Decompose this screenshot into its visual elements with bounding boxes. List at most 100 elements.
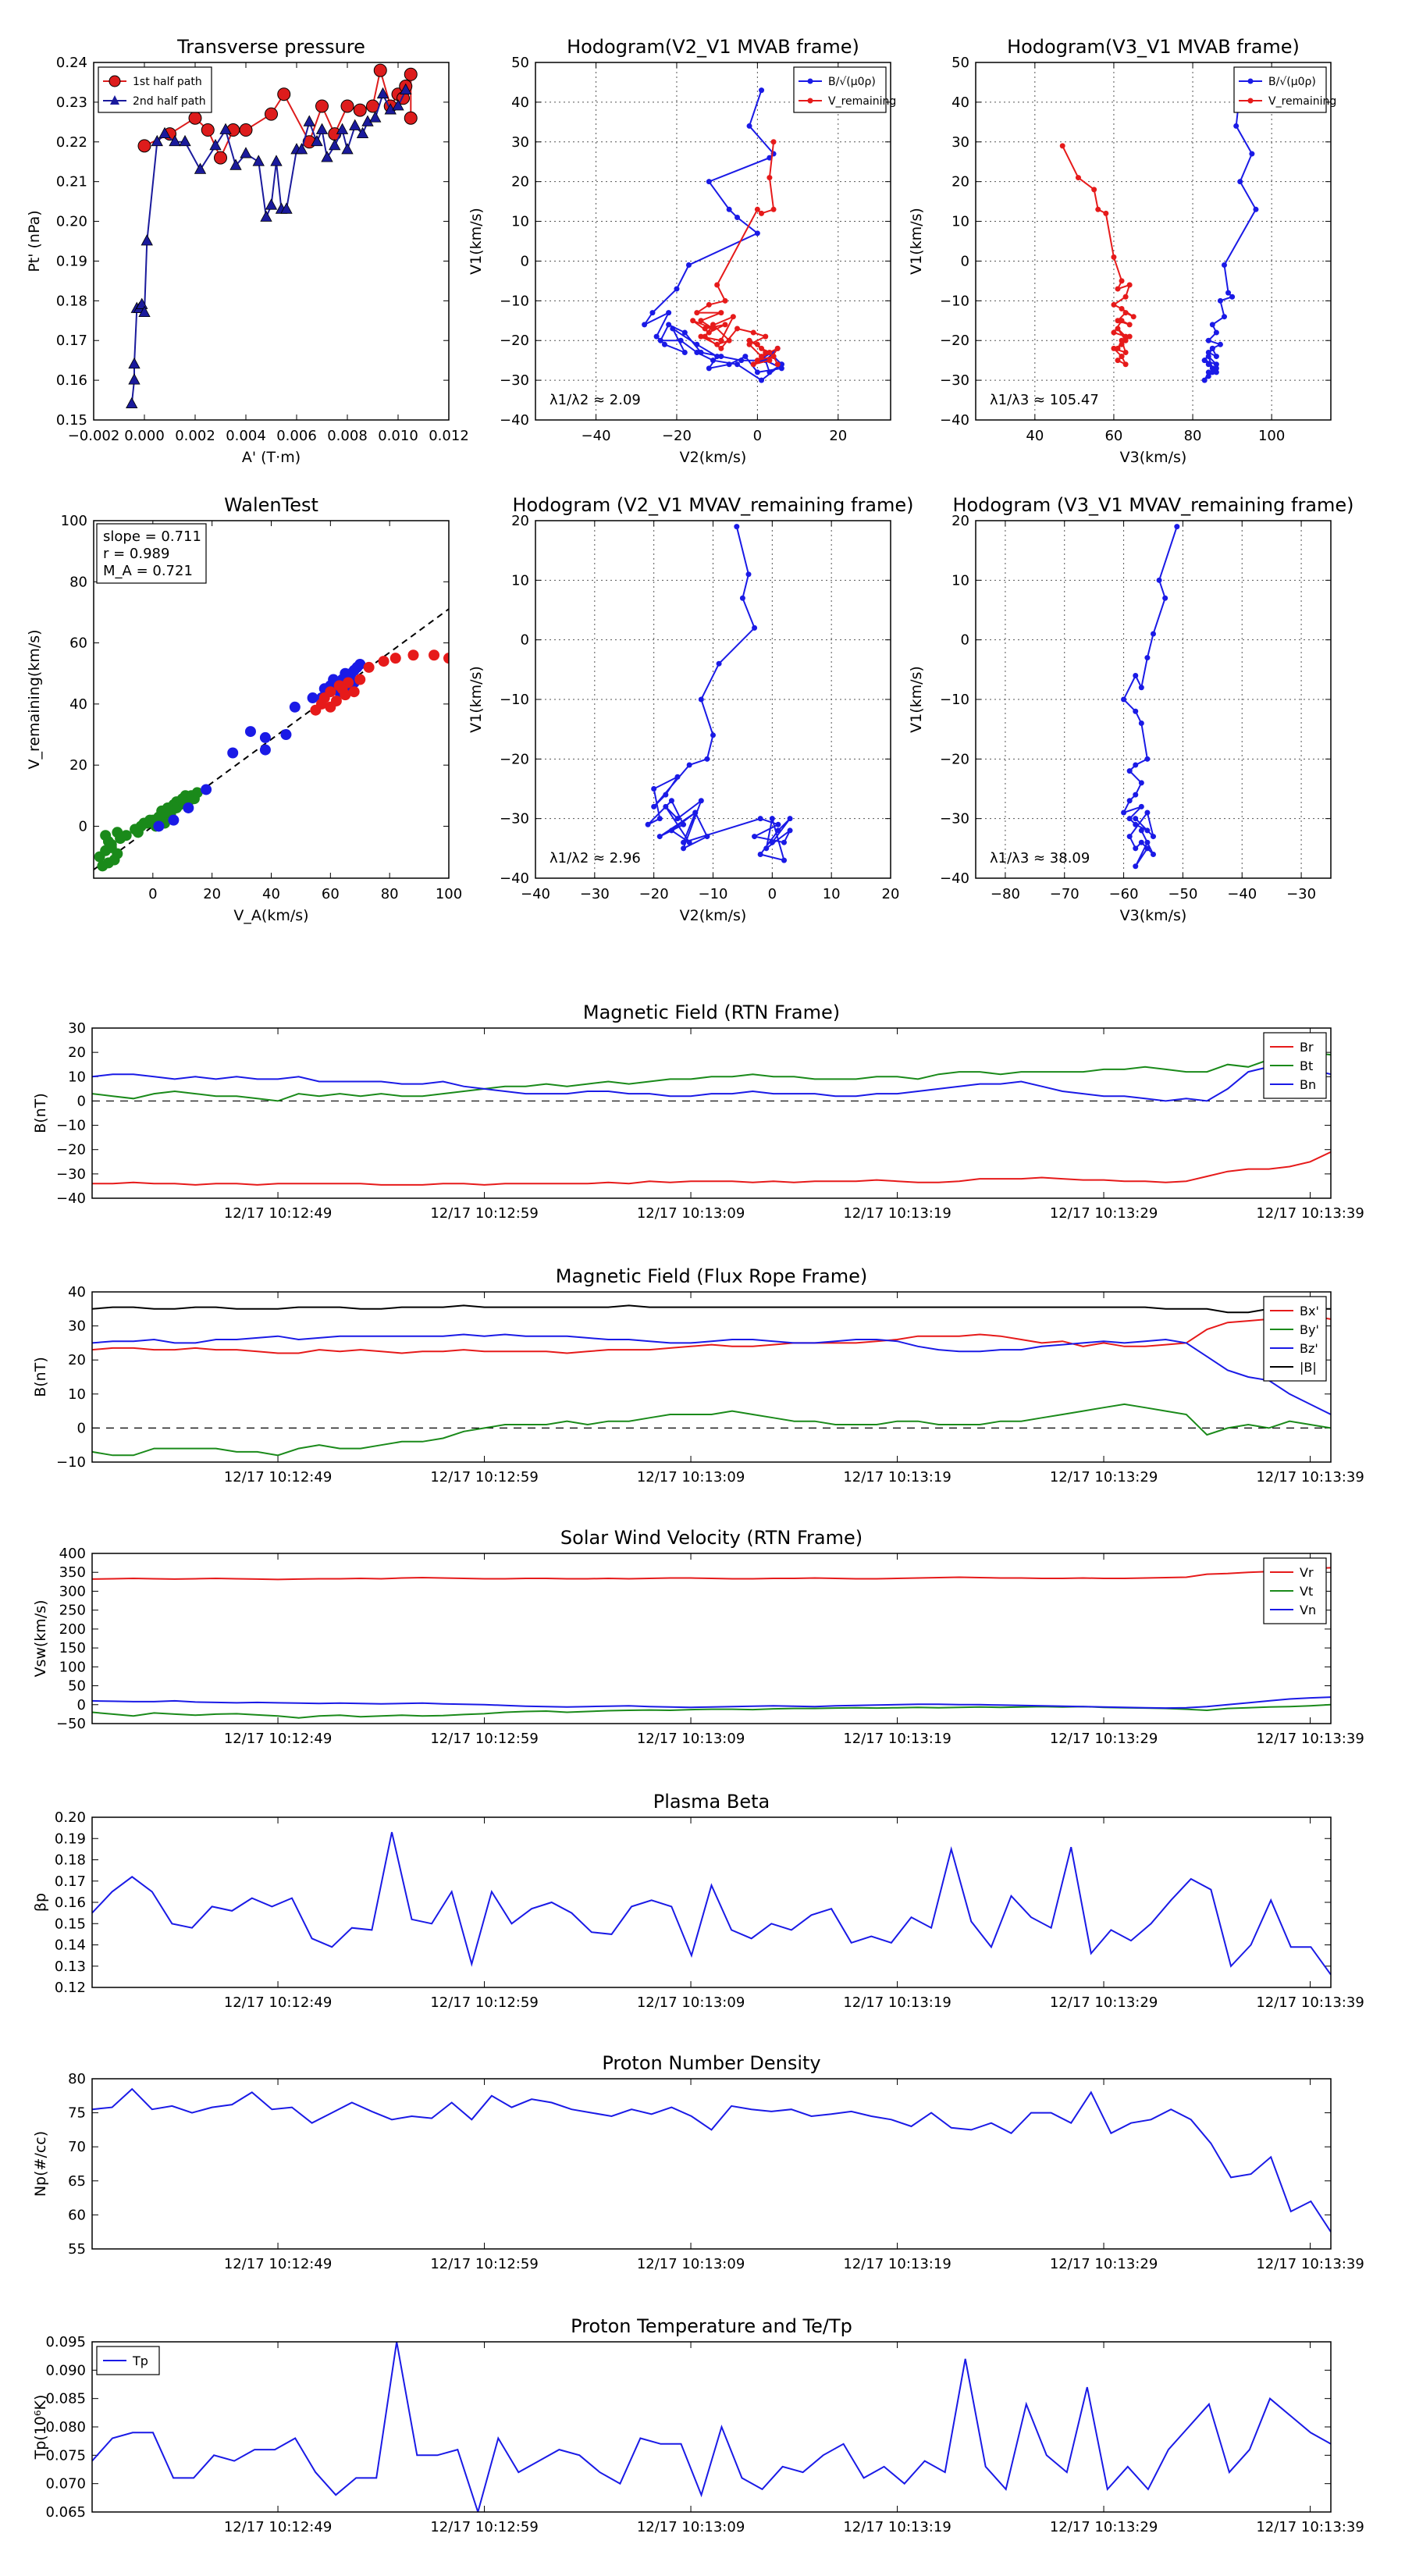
- series-line-vr: [92, 1567, 1331, 1581]
- series-line-b0: [642, 90, 784, 382]
- data-point: [1111, 301, 1117, 308]
- series-line-v: [647, 526, 791, 862]
- data-point: [1126, 816, 1133, 822]
- data-point: [1126, 798, 1133, 804]
- data-point: [1201, 377, 1208, 383]
- series-line-bx: [92, 1315, 1331, 1354]
- x-axis-label: V2(km/s): [680, 907, 747, 924]
- data-point: [704, 834, 710, 840]
- x-tick-label: 0: [148, 886, 157, 902]
- data-point: [770, 354, 777, 360]
- y-tick-label: 0.20: [55, 1809, 86, 1826]
- x-tick-label: 12/17 10:13:19: [843, 1994, 951, 2011]
- data-point: [1201, 358, 1208, 364]
- data-point: [340, 99, 354, 113]
- data-point: [651, 803, 657, 809]
- data-point: [1222, 314, 1227, 320]
- data-point: [674, 774, 681, 780]
- plot-frame: [535, 62, 891, 421]
- data-point: [1121, 809, 1127, 816]
- data-point: [681, 349, 688, 355]
- data-point: [1111, 254, 1117, 260]
- chart-bm: −40 −30 −20 −10 0 10 20 30 12/17 10:12:49 12/17 1…: [32, 1002, 1364, 1222]
- y-tick-label: 0.070: [45, 2476, 86, 2492]
- data-point: [1122, 337, 1129, 343]
- data-point: [321, 151, 333, 162]
- y-tick-label: 0: [79, 818, 87, 834]
- y-tick-label: 75: [68, 2105, 86, 2122]
- data-point: [1133, 762, 1139, 768]
- data-point: [356, 126, 369, 139]
- data-point: [1133, 816, 1139, 822]
- data-point: [681, 839, 687, 845]
- plot-frame: [91, 1816, 1332, 1988]
- plot-area: [1059, 87, 1259, 383]
- y-tick-label: −20: [500, 751, 529, 767]
- data-point: [774, 345, 781, 351]
- y-tick-label: 0.065: [45, 2504, 86, 2521]
- data-point: [726, 337, 732, 343]
- data-point: [759, 87, 765, 94]
- data-point: [1119, 337, 1125, 343]
- plot-area: [645, 524, 793, 863]
- data-point: [201, 123, 215, 137]
- data-point: [769, 816, 775, 822]
- plot-frame: [975, 520, 1332, 879]
- data-point: [1253, 206, 1259, 212]
- y-tick-label: −20: [56, 1142, 86, 1158]
- y-tick-label: 20: [511, 174, 529, 190]
- y-tick-label: 50: [511, 55, 529, 71]
- data-point: [759, 377, 765, 383]
- data-point: [1229, 294, 1236, 300]
- data-point: [1115, 286, 1121, 292]
- data-point: [1119, 341, 1125, 347]
- data-point: [1144, 827, 1151, 834]
- y-tick-label: 250: [59, 1603, 86, 1619]
- x-tick-label: 12/17 10:13:39: [1256, 1994, 1364, 2011]
- data-point: [353, 103, 367, 117]
- data-point: [706, 329, 712, 336]
- data-point: [1213, 369, 1219, 375]
- data-point: [1119, 306, 1125, 312]
- data-point: [97, 860, 108, 872]
- data-point: [280, 729, 292, 741]
- data-point: [1213, 361, 1219, 368]
- series-line-tp: [92, 2342, 1331, 2512]
- data-point: [781, 857, 787, 863]
- data-point: [1126, 768, 1133, 774]
- data-point: [120, 830, 132, 841]
- y-tick-label: 0.085: [45, 2391, 86, 2407]
- y-tick-label: 0.14: [55, 1937, 86, 1954]
- x-tick-label: 12/17 10:13:19: [843, 1731, 951, 1747]
- chart-h2: 40 60 80 100 −40 −30 −20 −10 0 10 20 30 40 50 V3(km/s)…: [908, 36, 1336, 466]
- data-point: [354, 658, 366, 670]
- data-point: [227, 747, 239, 759]
- x-tick-label: −80: [991, 886, 1020, 902]
- y-tick-label: 10: [511, 572, 529, 589]
- y-tick-label: 0.24: [56, 55, 87, 71]
- fit-line: [94, 608, 449, 870]
- ratio-annotation: λ1/λ2 ≈ 2.96: [550, 850, 641, 866]
- data-point: [678, 337, 684, 343]
- data-point: [787, 827, 793, 834]
- y-tick-label: −20: [500, 333, 529, 349]
- data-point: [303, 115, 315, 126]
- data-point: [1138, 827, 1144, 834]
- legend-label: B/√(μ0ρ): [828, 76, 876, 88]
- data-point: [1151, 631, 1156, 637]
- data-point: [722, 322, 728, 328]
- x-tick-label: 12/17 10:13:29: [1050, 1731, 1158, 1747]
- data-point: [1119, 354, 1125, 360]
- data-point: [718, 310, 724, 316]
- y-axis-label: V1(km/s): [468, 208, 485, 275]
- data-point: [1205, 337, 1211, 343]
- data-point: [1213, 365, 1219, 372]
- data-point: [767, 349, 773, 355]
- data-point: [1144, 756, 1151, 762]
- data-point: [1151, 834, 1156, 840]
- data-point: [763, 349, 769, 355]
- y-tick-label: 20: [68, 1044, 86, 1061]
- data-point: [746, 123, 752, 129]
- data-point: [311, 134, 323, 147]
- chart-pt: −0.002 0.000 0.002 0.004 0.006 0.008 0.010 0.01…: [26, 36, 469, 466]
